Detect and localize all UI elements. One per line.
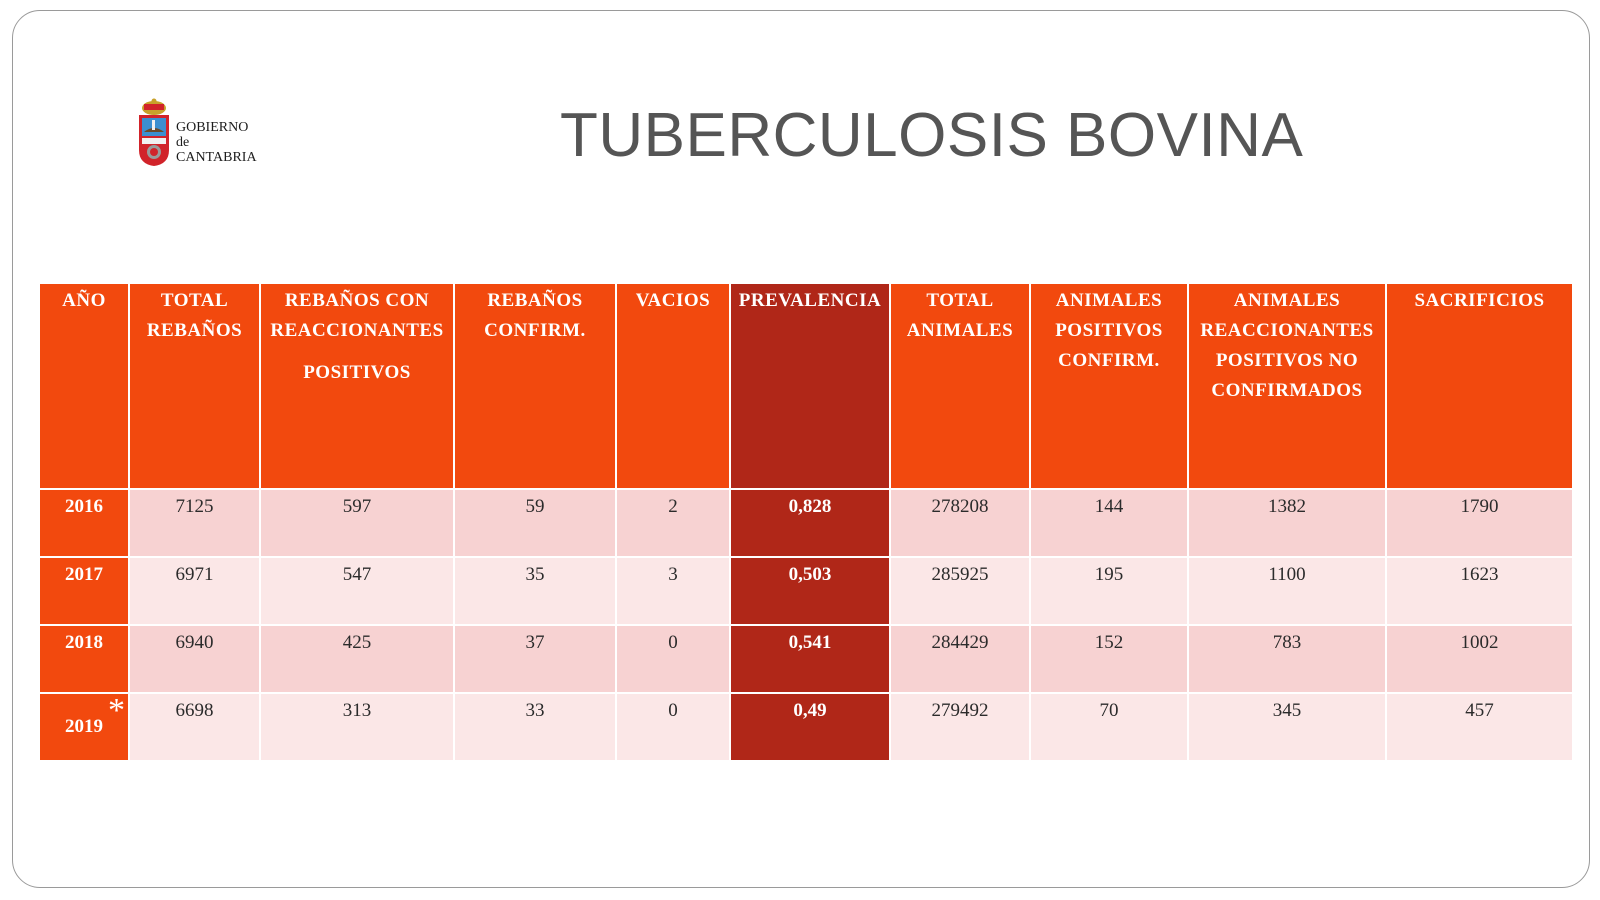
cell-sacrificios: 1002 xyxy=(1385,624,1574,694)
header-rebanos-con-reaccionantes: REBAÑOS CON REACCIONANTES POSITIVOS xyxy=(259,282,455,490)
table-row: 2017 6971 547 35 3 0,503 285925 195 1100… xyxy=(38,556,1574,626)
cell-year: 2018 xyxy=(38,624,130,694)
cell-total-animales: 284429 xyxy=(889,624,1031,694)
cell-animales-positivos: 144 xyxy=(1029,488,1189,558)
cell-total-rebanos: 7125 xyxy=(128,488,261,558)
cell-rebanos-reaccionantes: 597 xyxy=(259,488,455,558)
page-title: TUBERCULOSIS BOVINA xyxy=(560,101,1304,170)
cell-vacios: 2 xyxy=(615,488,731,558)
cell-animales-no-confirmados: 783 xyxy=(1187,624,1387,694)
cell-year: 2019 * xyxy=(38,692,130,762)
cell-animales-positivos: 152 xyxy=(1029,624,1189,694)
cell-animales-no-confirmados: 345 xyxy=(1187,692,1387,762)
table-row: 2016 7125 597 59 2 0,828 278208 144 1382… xyxy=(38,488,1574,558)
cell-rebanos-confirm: 59 xyxy=(453,488,617,558)
cell-prevalencia: 0,541 xyxy=(729,624,891,694)
table-row: 2019 * 6698 313 33 0 0,49 279492 70 345 … xyxy=(38,692,1574,762)
header-prevalencia: PREVALENCIA xyxy=(729,282,891,490)
cell-total-animales: 279492 xyxy=(889,692,1031,762)
cell-vacios: 0 xyxy=(615,692,731,762)
cell-year: 2016 xyxy=(38,488,130,558)
cell-sacrificios: 457 xyxy=(1385,692,1574,762)
cantabria-coat-of-arms-icon xyxy=(139,98,169,166)
cell-total-animales: 285925 xyxy=(889,556,1031,626)
header-total-animales: TOTAL ANIMALES xyxy=(889,282,1031,490)
cell-rebanos-reaccionantes: 547 xyxy=(259,556,455,626)
cell-animales-no-confirmados: 1382 xyxy=(1187,488,1387,558)
header-total-rebanos: TOTAL REBAÑOS xyxy=(128,282,261,490)
cell-total-rebanos: 6971 xyxy=(128,556,261,626)
asterisk-footnote-marker: * xyxy=(108,692,125,729)
cell-year: 2017 xyxy=(38,556,130,626)
header-animales-reaccionantes-no-confirmados: ANIMALES REACCIONANTES POSITIVOS NO CONF… xyxy=(1187,282,1387,490)
logo-line-cantabria: CANTABRIA xyxy=(176,150,257,165)
header-sacrificios: SACRIFICIOS xyxy=(1385,282,1574,490)
cell-animales-positivos: 195 xyxy=(1029,556,1189,626)
cell-rebanos-reaccionantes: 425 xyxy=(259,624,455,694)
cell-sacrificios: 1790 xyxy=(1385,488,1574,558)
header-rebanos-confirm: REBAÑOS CONFIRM. xyxy=(453,282,617,490)
table-header-row: AÑO TOTAL REBAÑOS REBAÑOS CON REACCIONAN… xyxy=(38,282,1574,490)
cell-prevalencia: 0,503 xyxy=(729,556,891,626)
header-animales-positivos-confirm: ANIMALES POSITIVOS CONFIRM. xyxy=(1029,282,1189,490)
header-ano: AÑO xyxy=(38,282,130,490)
cell-rebanos-confirm: 33 xyxy=(453,692,617,762)
cell-prevalencia: 0,49 xyxy=(729,692,891,762)
logo-line-de: de xyxy=(176,135,190,150)
cell-prevalencia: 0,828 xyxy=(729,488,891,558)
logo-line-gobierno: GOBIERNO xyxy=(176,120,249,135)
cell-animales-no-confirmados: 1100 xyxy=(1187,556,1387,626)
cell-rebanos-confirm: 35 xyxy=(453,556,617,626)
cell-total-rebanos: 6940 xyxy=(128,624,261,694)
table-row: 2018 6940 425 37 0 0,541 284429 152 783 … xyxy=(38,624,1574,694)
cell-total-animales: 278208 xyxy=(889,488,1031,558)
cell-sacrificios: 1623 xyxy=(1385,556,1574,626)
cell-total-rebanos: 6698 xyxy=(128,692,261,762)
cell-rebanos-confirm: 37 xyxy=(453,624,617,694)
gobierno-cantabria-logo: GOBIERNO de CANTABRIA xyxy=(136,98,276,170)
year-2019-label: 2019 xyxy=(65,716,103,737)
cell-vacios: 0 xyxy=(615,624,731,694)
cell-vacios: 3 xyxy=(615,556,731,626)
header-vacios: VACIOS xyxy=(615,282,731,490)
cell-animales-positivos: 70 xyxy=(1029,692,1189,762)
tuberculosis-data-table: AÑO TOTAL REBAÑOS REBAÑOS CON REACCIONAN… xyxy=(38,282,1574,762)
cell-rebanos-reaccionantes: 313 xyxy=(259,692,455,762)
